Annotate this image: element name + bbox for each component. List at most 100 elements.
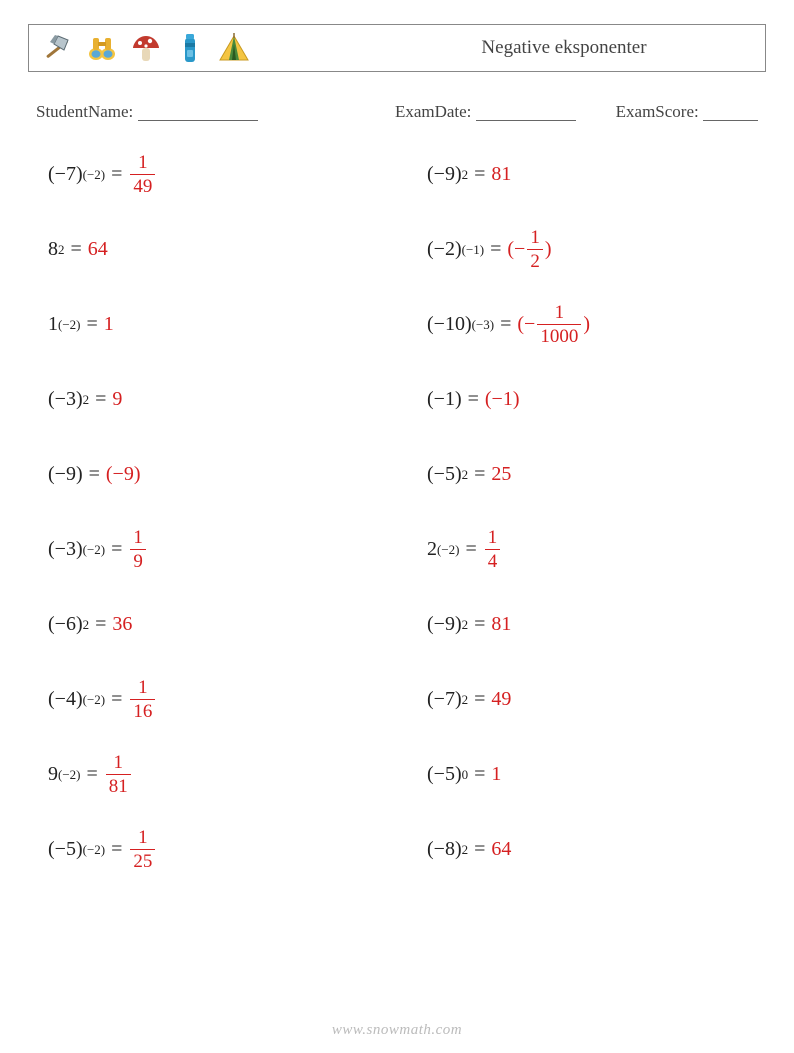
expression: (−5)0	[427, 763, 468, 786]
equals-sign: =	[490, 238, 501, 261]
equals-sign: =	[87, 313, 98, 336]
answer-value: 9	[112, 388, 122, 411]
problem-item: (−1) = (−1)	[407, 372, 746, 427]
fraction-numerator: 1	[130, 528, 146, 549]
exponent: 0	[462, 767, 469, 783]
base: (−9)	[48, 463, 83, 486]
problem-item: (−7)2 = 49	[407, 672, 746, 727]
equals-sign: =	[87, 763, 98, 786]
answer-fraction: 14	[485, 528, 501, 571]
exponent: 2	[462, 617, 469, 633]
problem-item: (−9) = (−9)	[48, 447, 387, 502]
expression: 82	[48, 238, 65, 261]
exponent: (−3)	[472, 317, 495, 333]
base: (−4)	[48, 688, 83, 711]
equals-sign: =	[111, 688, 122, 711]
answer-value: (−1)	[485, 388, 520, 411]
worksheet-title: Negative eksponenter	[253, 37, 755, 59]
fraction-denominator: 81	[106, 774, 131, 796]
answer-value: 64	[88, 238, 108, 261]
base: (−9)	[427, 613, 462, 636]
problem-item: (−3)(−2) = 19	[48, 522, 387, 577]
fraction-denominator: 49	[130, 174, 155, 196]
problem-item: (−2)(−1) = (−12)	[407, 222, 746, 277]
equals-sign: =	[71, 238, 82, 261]
answer-value: (−9)	[106, 463, 141, 486]
problem-item: (−10)(−3) = (−11000)	[407, 297, 746, 352]
expression: (−7)(−2)	[48, 163, 105, 186]
thermos-icon	[171, 29, 209, 67]
exponent: (−2)	[58, 317, 81, 333]
equals-sign: =	[500, 313, 511, 336]
problem-item: (−9)2 = 81	[407, 597, 746, 652]
expression: (−1)	[427, 388, 462, 411]
equals-sign: =	[111, 163, 122, 186]
base: 9	[48, 763, 58, 786]
axe-icon	[39, 29, 77, 67]
fraction-denominator: 9	[130, 549, 146, 571]
problems-grid: (−7)(−2) = 149(−9)2 = 8182 = 64(−2)(−1) …	[28, 147, 766, 877]
base: (−10)	[427, 313, 472, 336]
exponent: 2	[462, 167, 469, 183]
expression: (−7)2	[427, 688, 468, 711]
meta-row: StudentName: ExamDate: ExamScore:	[28, 102, 766, 147]
answer-value: 64	[491, 838, 511, 861]
exponent: 2	[462, 842, 469, 858]
student-name-blank[interactable]	[138, 120, 258, 121]
base: (−2)	[427, 238, 462, 261]
fraction-denominator: 16	[130, 699, 155, 721]
exponent: 2	[462, 692, 469, 708]
exponent: 2	[83, 392, 90, 408]
problem-item: (−7)(−2) = 149	[48, 147, 387, 202]
expression: (−9)	[48, 463, 83, 486]
answer-value: 49	[491, 688, 511, 711]
equals-sign: =	[474, 838, 485, 861]
answer-fraction: 125	[130, 828, 155, 871]
tent-icon	[215, 29, 253, 67]
answer-fraction: 181	[106, 753, 131, 796]
expression: (−2)(−1)	[427, 238, 484, 261]
expression: 2(−2)	[427, 538, 460, 561]
answer-fraction: 116	[130, 678, 155, 721]
equals-sign: =	[95, 613, 106, 636]
base: (−5)	[48, 838, 83, 861]
base: (−5)	[427, 763, 462, 786]
base: (−1)	[427, 388, 462, 411]
problem-item: 82 = 64	[48, 222, 387, 277]
exponent: 2	[83, 617, 90, 633]
problem-item: 2(−2) = 14	[407, 522, 746, 577]
fraction-numerator: 1	[485, 528, 501, 549]
problem-item: (−6)2 = 36	[48, 597, 387, 652]
expression: (−9)2	[427, 613, 468, 636]
exponent: (−2)	[58, 767, 81, 783]
equals-sign: =	[474, 688, 485, 711]
exponent: (−2)	[83, 542, 106, 558]
exam-date-blank[interactable]	[476, 120, 576, 121]
fraction-numerator: 1	[111, 753, 127, 774]
expression: (−4)(−2)	[48, 688, 105, 711]
exponent: (−1)	[462, 242, 485, 258]
problem-item: (−8)2 = 64	[407, 822, 746, 877]
base: (−8)	[427, 838, 462, 861]
exam-score-blank[interactable]	[703, 120, 758, 121]
student-name-field: StudentName:	[36, 102, 258, 122]
equals-sign: =	[468, 388, 479, 411]
answer-fraction: 19	[130, 528, 146, 571]
fraction-numerator: 1	[135, 153, 151, 174]
expression: (−10)(−3)	[427, 313, 494, 336]
equals-sign: =	[111, 538, 122, 561]
answer-neg-fraction: (−12)	[507, 228, 551, 271]
base: (−6)	[48, 613, 83, 636]
expression: 9(−2)	[48, 763, 81, 786]
exam-score-field: ExamScore:	[616, 102, 758, 122]
student-name-label: StudentName:	[36, 102, 133, 121]
answer-fraction: 149	[130, 153, 155, 196]
exam-date-field: ExamDate:	[395, 102, 576, 122]
problem-item: (−5)(−2) = 125	[48, 822, 387, 877]
answer-value: 1	[491, 763, 501, 786]
expression: 1(−2)	[48, 313, 81, 336]
expression: (−5)(−2)	[48, 838, 105, 861]
fraction-numerator: 1	[135, 678, 151, 699]
expression: (−6)2	[48, 613, 89, 636]
equals-sign: =	[474, 763, 485, 786]
